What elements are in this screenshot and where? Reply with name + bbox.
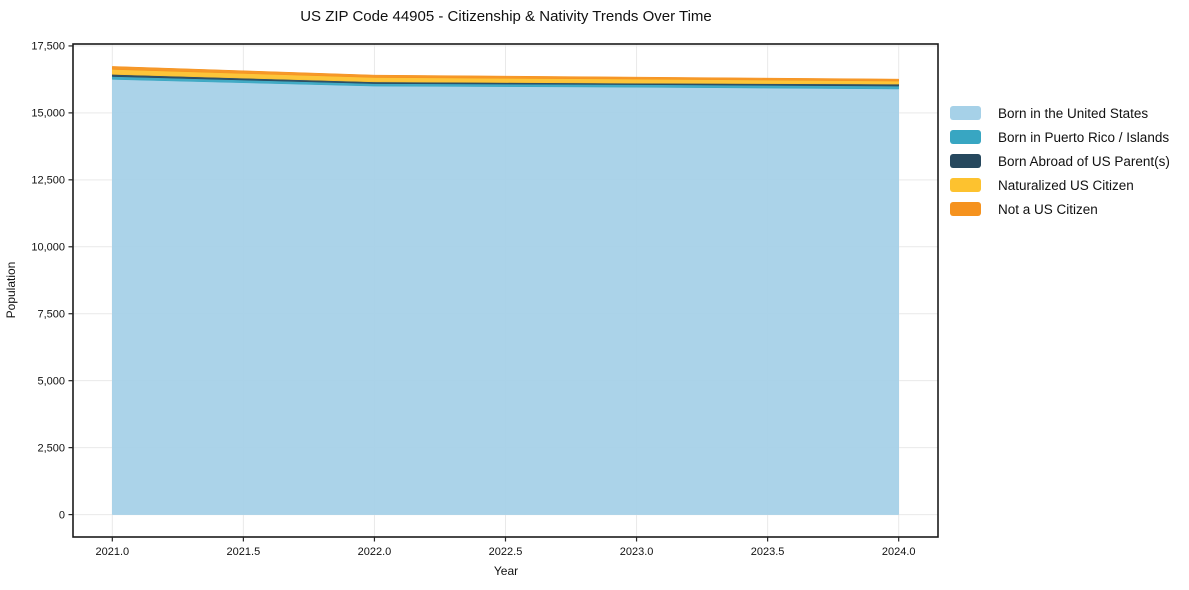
legend-swatch-icon	[950, 202, 981, 216]
y-tick-label: 10,000	[31, 242, 65, 254]
x-tick-label: 2021.5	[227, 546, 261, 558]
legend-label: Born in the United States	[998, 105, 1149, 121]
y-tick-label: 2,500	[37, 442, 65, 454]
y-tick-label: 0	[59, 509, 65, 521]
area-series-born-in-the-united-states	[112, 79, 899, 515]
legend-item-not-a-us-citizen: Not a US Citizen	[950, 197, 1170, 221]
legend-label: Born Abroad of US Parent(s)	[998, 153, 1170, 169]
x-tick-label: 2023.5	[751, 546, 785, 558]
legend-swatch-icon	[950, 106, 981, 120]
legend-item-born-in-the-united-states: Born in the United States	[950, 101, 1170, 125]
legend-item-born-in-puerto-rico-islands: Born in Puerto Rico / Islands	[950, 125, 1170, 149]
legend-label: Born in Puerto Rico / Islands	[998, 129, 1170, 145]
legend-label: Naturalized US Citizen	[998, 177, 1134, 193]
legend-label: Not a US Citizen	[998, 201, 1098, 217]
chart-title: US ZIP Code 44905 - Citizenship & Nativi…	[300, 8, 712, 25]
y-axis-label: Population	[4, 261, 18, 319]
x-tick-label: 2022.0	[358, 546, 392, 558]
y-tick-label: 17,500	[31, 41, 65, 53]
legend-swatch-icon	[950, 154, 981, 168]
y-tick-label: 12,500	[31, 175, 65, 187]
y-tick-label: 15,000	[31, 108, 65, 120]
x-axis-label: Year	[493, 564, 519, 578]
x-tick-label: 2022.5	[489, 546, 523, 558]
x-tick-label: 2023.0	[620, 546, 654, 558]
legend: Born in the United States Born in Puerto …	[950, 101, 1170, 221]
y-tick-label: 7,500	[37, 309, 65, 321]
area-series-not-a-us-citizen	[112, 66, 899, 82]
x-tick-label: 2024.0	[882, 546, 916, 558]
legend-item-naturalized-us-citizen: Naturalized US Citizen	[950, 173, 1170, 197]
y-tick-label: 5,000	[37, 375, 65, 387]
legend-swatch-icon	[950, 178, 981, 192]
x-tick-label: 2021.0	[95, 546, 129, 558]
legend-item-born-abroad-of-us-parent-s-: Born Abroad of US Parent(s)	[950, 149, 1170, 173]
legend-swatch-icon	[950, 130, 981, 144]
